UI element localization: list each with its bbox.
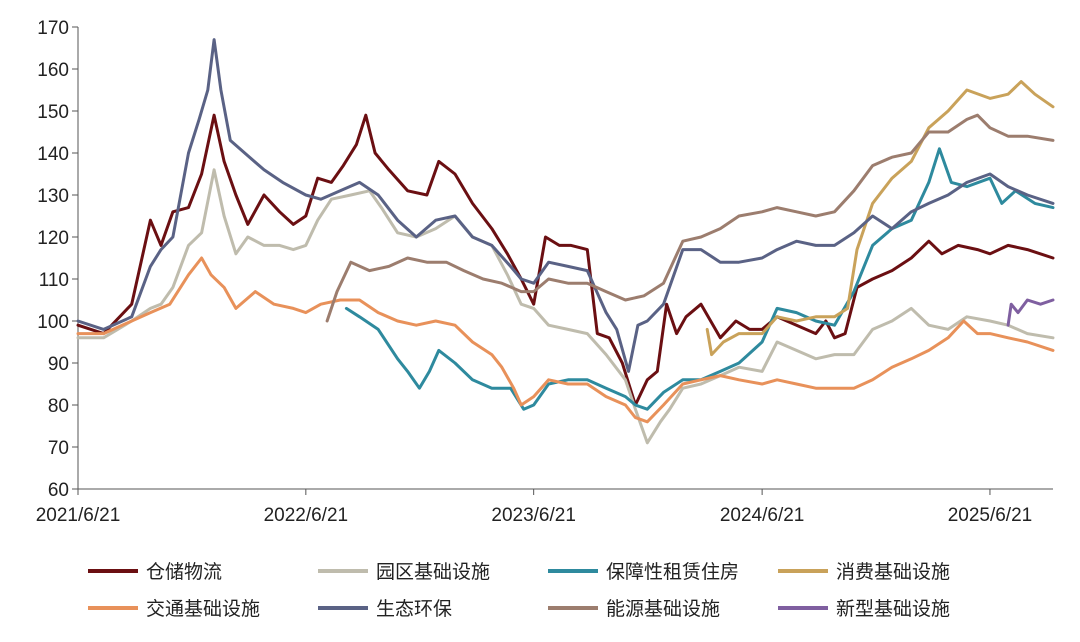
y-tick-label: 120: [37, 228, 69, 249]
x-axis: 2021/6/21 2022/6/21 2023/6/21 2024/6/21 2025…: [36, 488, 1053, 526]
legend-label: 消费基础设施: [836, 561, 950, 583]
y-tick-label: 110: [39, 270, 69, 291]
x-tick-label: 2022/6/21: [264, 505, 349, 526]
legend-label: 园区基础设施: [376, 561, 490, 583]
legend-label: 保障性租赁住房: [606, 561, 739, 583]
legend-item: 园区基础设施: [318, 561, 490, 583]
legend-label: 生态环保: [376, 598, 452, 620]
x-tick-label: 2021/6/21: [36, 505, 121, 526]
y-axis: 60 70 80 90 100 110 120 130 140 150 160 170: [37, 18, 79, 501]
series-line-2: [76, 168, 1055, 445]
y-tick-label: 70: [48, 438, 69, 459]
series-line-5: [76, 256, 1055, 424]
legend-label: 能源基础设施: [606, 598, 720, 620]
series-lines: [76, 38, 1055, 445]
y-tick-label: 100: [37, 312, 69, 333]
legend-item: 消费基础设施: [778, 561, 950, 583]
legend-label: 新型基础设施: [836, 598, 950, 620]
y-tick-label: 170: [37, 18, 69, 39]
x-tick-label: 2023/6/21: [491, 505, 576, 526]
legend-label: 交通基础设施: [146, 598, 260, 620]
legend-item: 新型基础设施: [778, 598, 950, 620]
legend-item: 能源基础设施: [548, 598, 720, 620]
x-tick-label: 2025/6/21: [948, 505, 1033, 526]
y-tick-label: 80: [48, 396, 69, 417]
x-tick-label: 2024/6/21: [720, 505, 805, 526]
y-tick-label: 90: [48, 354, 69, 375]
legend-item: 交通基础设施: [88, 598, 260, 620]
series-line-7: [325, 113, 1055, 323]
series-line-3: [344, 147, 1055, 411]
y-tick-label: 150: [37, 102, 69, 123]
series-line-8: [1006, 298, 1055, 327]
y-tick-label: 160: [37, 60, 69, 81]
series-line-6: [76, 38, 1055, 373]
series-line-4: [705, 80, 1055, 357]
legend-item: 保障性租赁住房: [548, 561, 739, 583]
legend-item: 仓储物流: [88, 561, 222, 583]
y-tick-label: 60: [48, 480, 69, 501]
y-tick-label: 140: [37, 144, 69, 165]
series-line-1: [76, 113, 1055, 407]
legend-item: 生态环保: [318, 598, 452, 620]
legend-label: 仓储物流: [146, 561, 222, 583]
y-tick-label: 130: [37, 186, 69, 207]
